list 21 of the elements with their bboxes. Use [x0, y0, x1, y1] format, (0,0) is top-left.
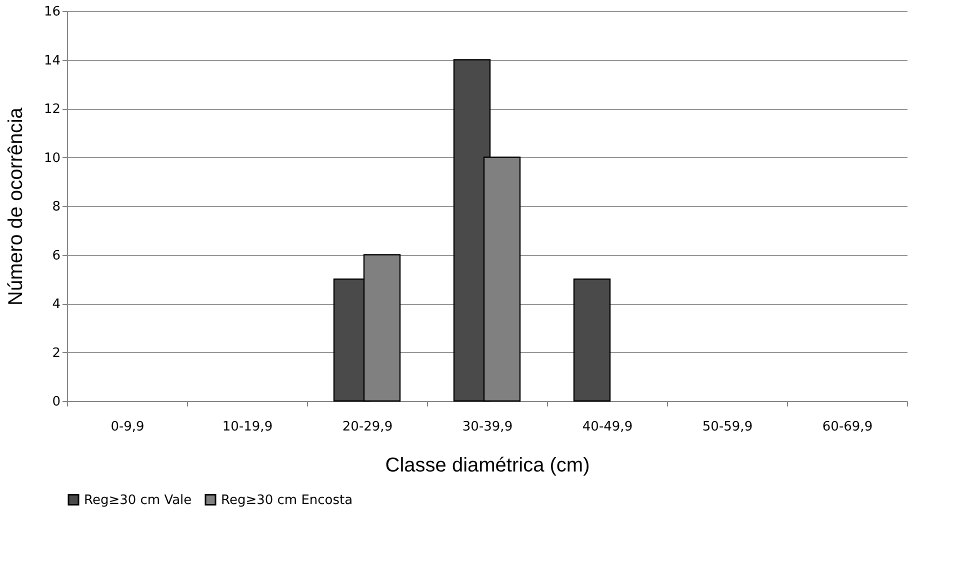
y-tick-label: 12: [44, 102, 60, 117]
y-tick-label: 4: [52, 297, 60, 312]
y-tick-label: 8: [52, 200, 60, 214]
x-tick-label: 60-69,9: [822, 420, 873, 434]
x-axis-title: Classe diamétrica (cm): [385, 454, 590, 476]
x-tick-label: 50-59,9: [702, 420, 753, 434]
x-tick-label: 40-49,9: [582, 420, 633, 434]
y-tick-label: 16: [44, 4, 60, 20]
y-tick-label: 14: [44, 53, 60, 68]
y-tick-label: 6: [52, 248, 60, 264]
x-tick-label: 30-39,9: [462, 420, 513, 434]
y-tick-label: 2: [52, 346, 60, 361]
y-tick-label: 0: [52, 394, 60, 410]
legend-label: Reg≥30 cm Vale: [84, 492, 192, 508]
legend-label: Reg≥30 cm Encosta: [221, 492, 353, 508]
x-tick-label: 10-19,9: [222, 420, 273, 434]
y-tick-label: 10: [44, 150, 60, 166]
bar: [573, 278, 611, 402]
x-tick-label: 0-9,9: [110, 420, 144, 434]
y-axis-title: Número de ocorrência: [4, 106, 27, 306]
x-tick-label: 20-29,9: [342, 420, 393, 434]
